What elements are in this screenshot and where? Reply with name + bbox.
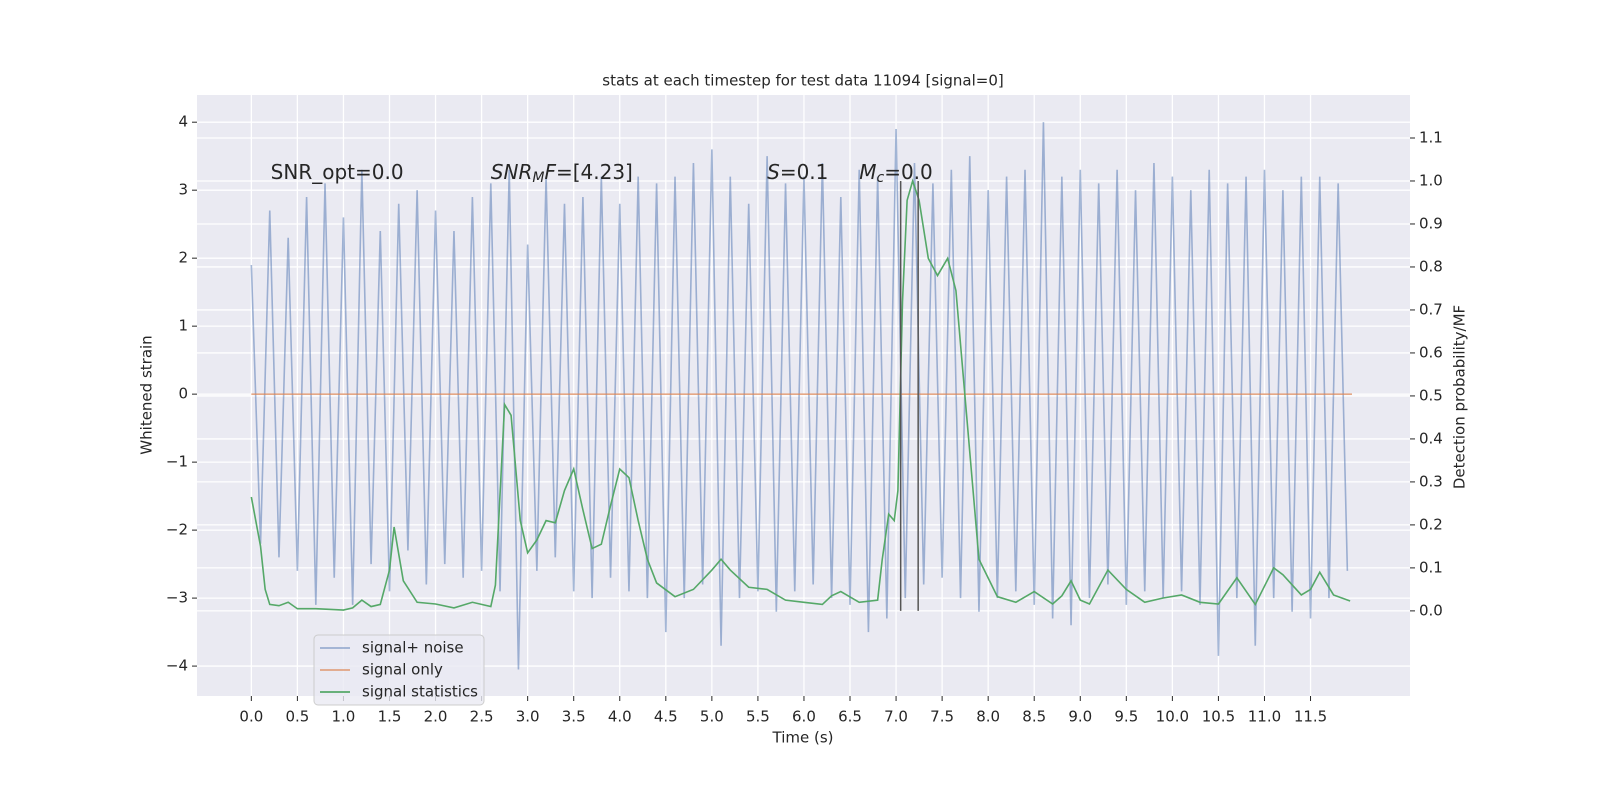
- x-tick-label: 6.0: [792, 708, 816, 726]
- x-tick-label: 6.5: [838, 708, 862, 726]
- x-tick-label: 3.0: [516, 708, 540, 726]
- y2-tick-label: 0.5: [1419, 386, 1443, 404]
- y2-axis-label: Detection probability/MF: [1451, 305, 1469, 489]
- marks: [250, 122, 1352, 670]
- y-tick-label: 0: [178, 385, 188, 403]
- x-tick-label: 1.5: [378, 708, 402, 726]
- y2-tick-label: 0.8: [1419, 257, 1443, 275]
- x-tick-label: 9.0: [1068, 708, 1092, 726]
- y2-tick-label: 0.3: [1419, 472, 1443, 490]
- x-tick-label: 2.0: [424, 708, 448, 726]
- y2-tick-label: 0.1: [1419, 558, 1443, 576]
- y-tick-label: −4: [166, 657, 188, 675]
- y-tick-label: 2: [178, 249, 188, 267]
- x-tick-label: 8.5: [1022, 708, 1046, 726]
- annotation-part: c: [876, 170, 884, 186]
- annotation: SNRMF=[4.23]: [491, 160, 633, 187]
- x-tick-label: 4.0: [608, 708, 632, 726]
- x-tick-label: 9.5: [1114, 708, 1138, 726]
- x-tick-label: 0.0: [239, 708, 263, 726]
- annotation-part: F: [544, 160, 556, 184]
- y2-tick-label: 0.6: [1419, 343, 1443, 361]
- y-tick-label: −2: [166, 521, 188, 539]
- x-tick-label: 7.0: [884, 708, 908, 726]
- annotation: S=0.1: [767, 160, 828, 184]
- x-axis-label: Time (s): [772, 729, 834, 747]
- annotation: SNR_opt=0.0: [271, 160, 404, 184]
- legend-label: signal+ noise: [362, 639, 464, 657]
- x-tick-label: 1.0: [332, 708, 356, 726]
- x-tick-label: 11.5: [1294, 708, 1327, 726]
- x-tick-label: 10.5: [1202, 708, 1235, 726]
- y2-tick-label: 0.4: [1419, 429, 1443, 447]
- annotation: Mc=0.0: [859, 160, 933, 187]
- x-tick-label: 2.5: [470, 708, 494, 726]
- y-axis-label: Whitened strain: [138, 335, 156, 454]
- x-tick-label: 8.0: [976, 708, 1000, 726]
- series-line: [250, 122, 1349, 670]
- y-tick-label: −3: [166, 589, 188, 607]
- x-tick-label: 7.5: [930, 708, 954, 726]
- legend-box: [313, 634, 485, 706]
- legend-label: signal only: [362, 661, 443, 679]
- y2-tick-label: 0.9: [1419, 214, 1443, 232]
- x-tick-label: 10.0: [1156, 708, 1189, 726]
- annotation-part: SNR: [491, 160, 533, 184]
- x-tick-label: 4.5: [654, 708, 678, 726]
- y2-tick-label: 0.0: [1419, 601, 1443, 619]
- annotation-part: =0.0: [884, 160, 933, 184]
- y-tick-label: 4: [178, 113, 188, 131]
- y2-tick-label: 0.7: [1419, 300, 1443, 318]
- annotation-part: M: [859, 160, 876, 184]
- y-tick-label: −1: [166, 453, 188, 471]
- annotation-part: M: [532, 170, 544, 186]
- y2-tick-label: 1.1: [1419, 128, 1443, 146]
- y-tick-label: 3: [178, 181, 188, 199]
- x-tick-label: 0.5: [285, 708, 309, 726]
- y2-tick-label: 0.2: [1419, 515, 1443, 533]
- y-tick-label: 1: [178, 317, 188, 335]
- annotation-part: =[4.23]: [556, 160, 633, 184]
- annotation-part: SNR_opt=0.0: [271, 160, 404, 184]
- legend-label: signal statistics: [362, 683, 478, 701]
- series-line: [250, 178, 1351, 611]
- y2-tick-label: 1.0: [1419, 171, 1443, 189]
- x-tick-label: 5.5: [746, 708, 770, 726]
- annotation-part: =0.1: [780, 160, 829, 184]
- chart-title: stats at each timestep for test data 110…: [602, 72, 1003, 90]
- x-tick-label: 11.0: [1248, 708, 1281, 726]
- x-tick-label: 5.0: [700, 708, 724, 726]
- x-tick-label: 3.5: [562, 708, 586, 726]
- annotation-part: S: [767, 160, 780, 184]
